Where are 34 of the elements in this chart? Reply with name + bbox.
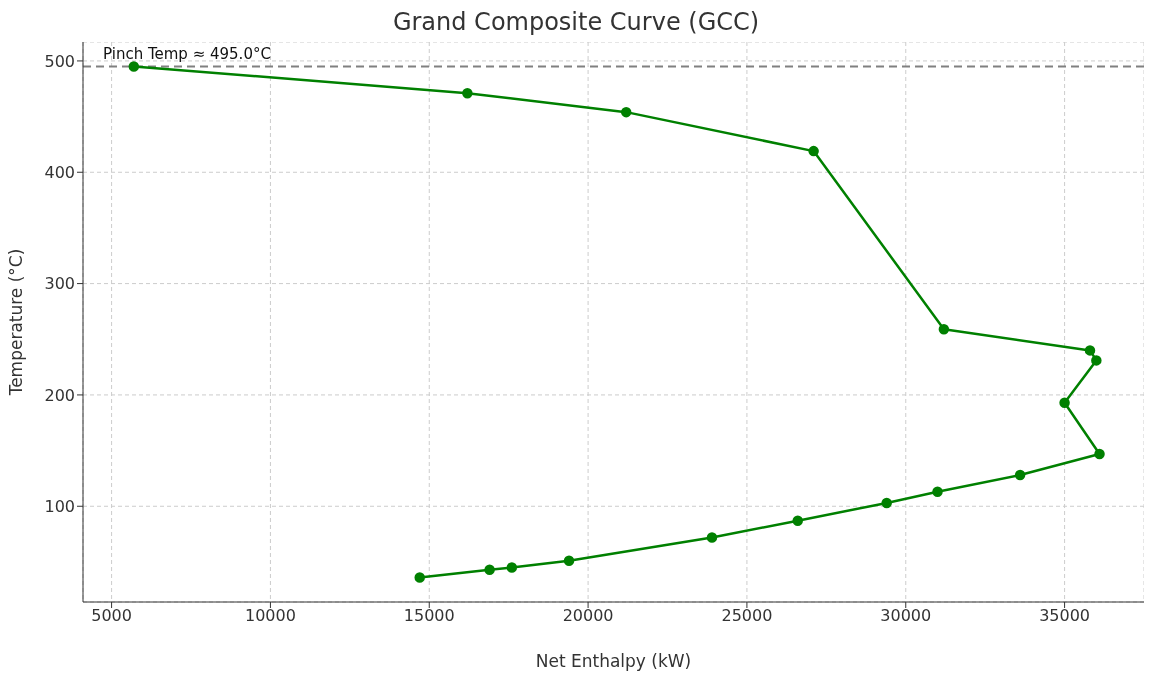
x-tick-label: 10000 xyxy=(244,606,296,626)
point xyxy=(1084,345,1096,356)
point xyxy=(932,486,943,498)
chart-title: Grand Composite Curve (GCC) xyxy=(391,8,761,38)
point xyxy=(808,145,819,157)
ref-line-label: Pinch Temp ≈ 495.0°C xyxy=(103,45,271,64)
x-tick-label: 25000 xyxy=(721,606,773,626)
point xyxy=(881,497,892,509)
point xyxy=(706,532,718,543)
point xyxy=(506,562,518,573)
point xyxy=(1014,469,1026,481)
y-tick-label: 100 xyxy=(44,496,75,516)
point xyxy=(1091,355,1102,366)
point xyxy=(484,564,495,575)
point xyxy=(938,323,950,335)
point xyxy=(462,87,473,99)
y-tick-label: 200 xyxy=(44,385,75,405)
point xyxy=(414,572,425,583)
y-tick-label: 400 xyxy=(44,162,75,182)
x-tick-label: 30000 xyxy=(880,606,932,626)
x-tick-label: 5000 xyxy=(91,606,132,626)
point xyxy=(620,106,632,118)
x-tick-label: 20000 xyxy=(562,606,614,626)
y-axis-title: Temperature (°C) xyxy=(6,248,27,397)
point xyxy=(1094,448,1105,460)
point xyxy=(1059,397,1070,408)
point xyxy=(563,555,575,567)
point xyxy=(128,61,140,72)
x-axis-title: Net Enthalpy (kW) xyxy=(535,651,692,671)
x-tick-label: 35000 xyxy=(1039,606,1091,626)
y-tick-label: 300 xyxy=(44,274,75,294)
point xyxy=(792,515,803,526)
y-tick-label: 500 xyxy=(44,51,75,71)
x-tick-label: 15000 xyxy=(403,606,455,626)
